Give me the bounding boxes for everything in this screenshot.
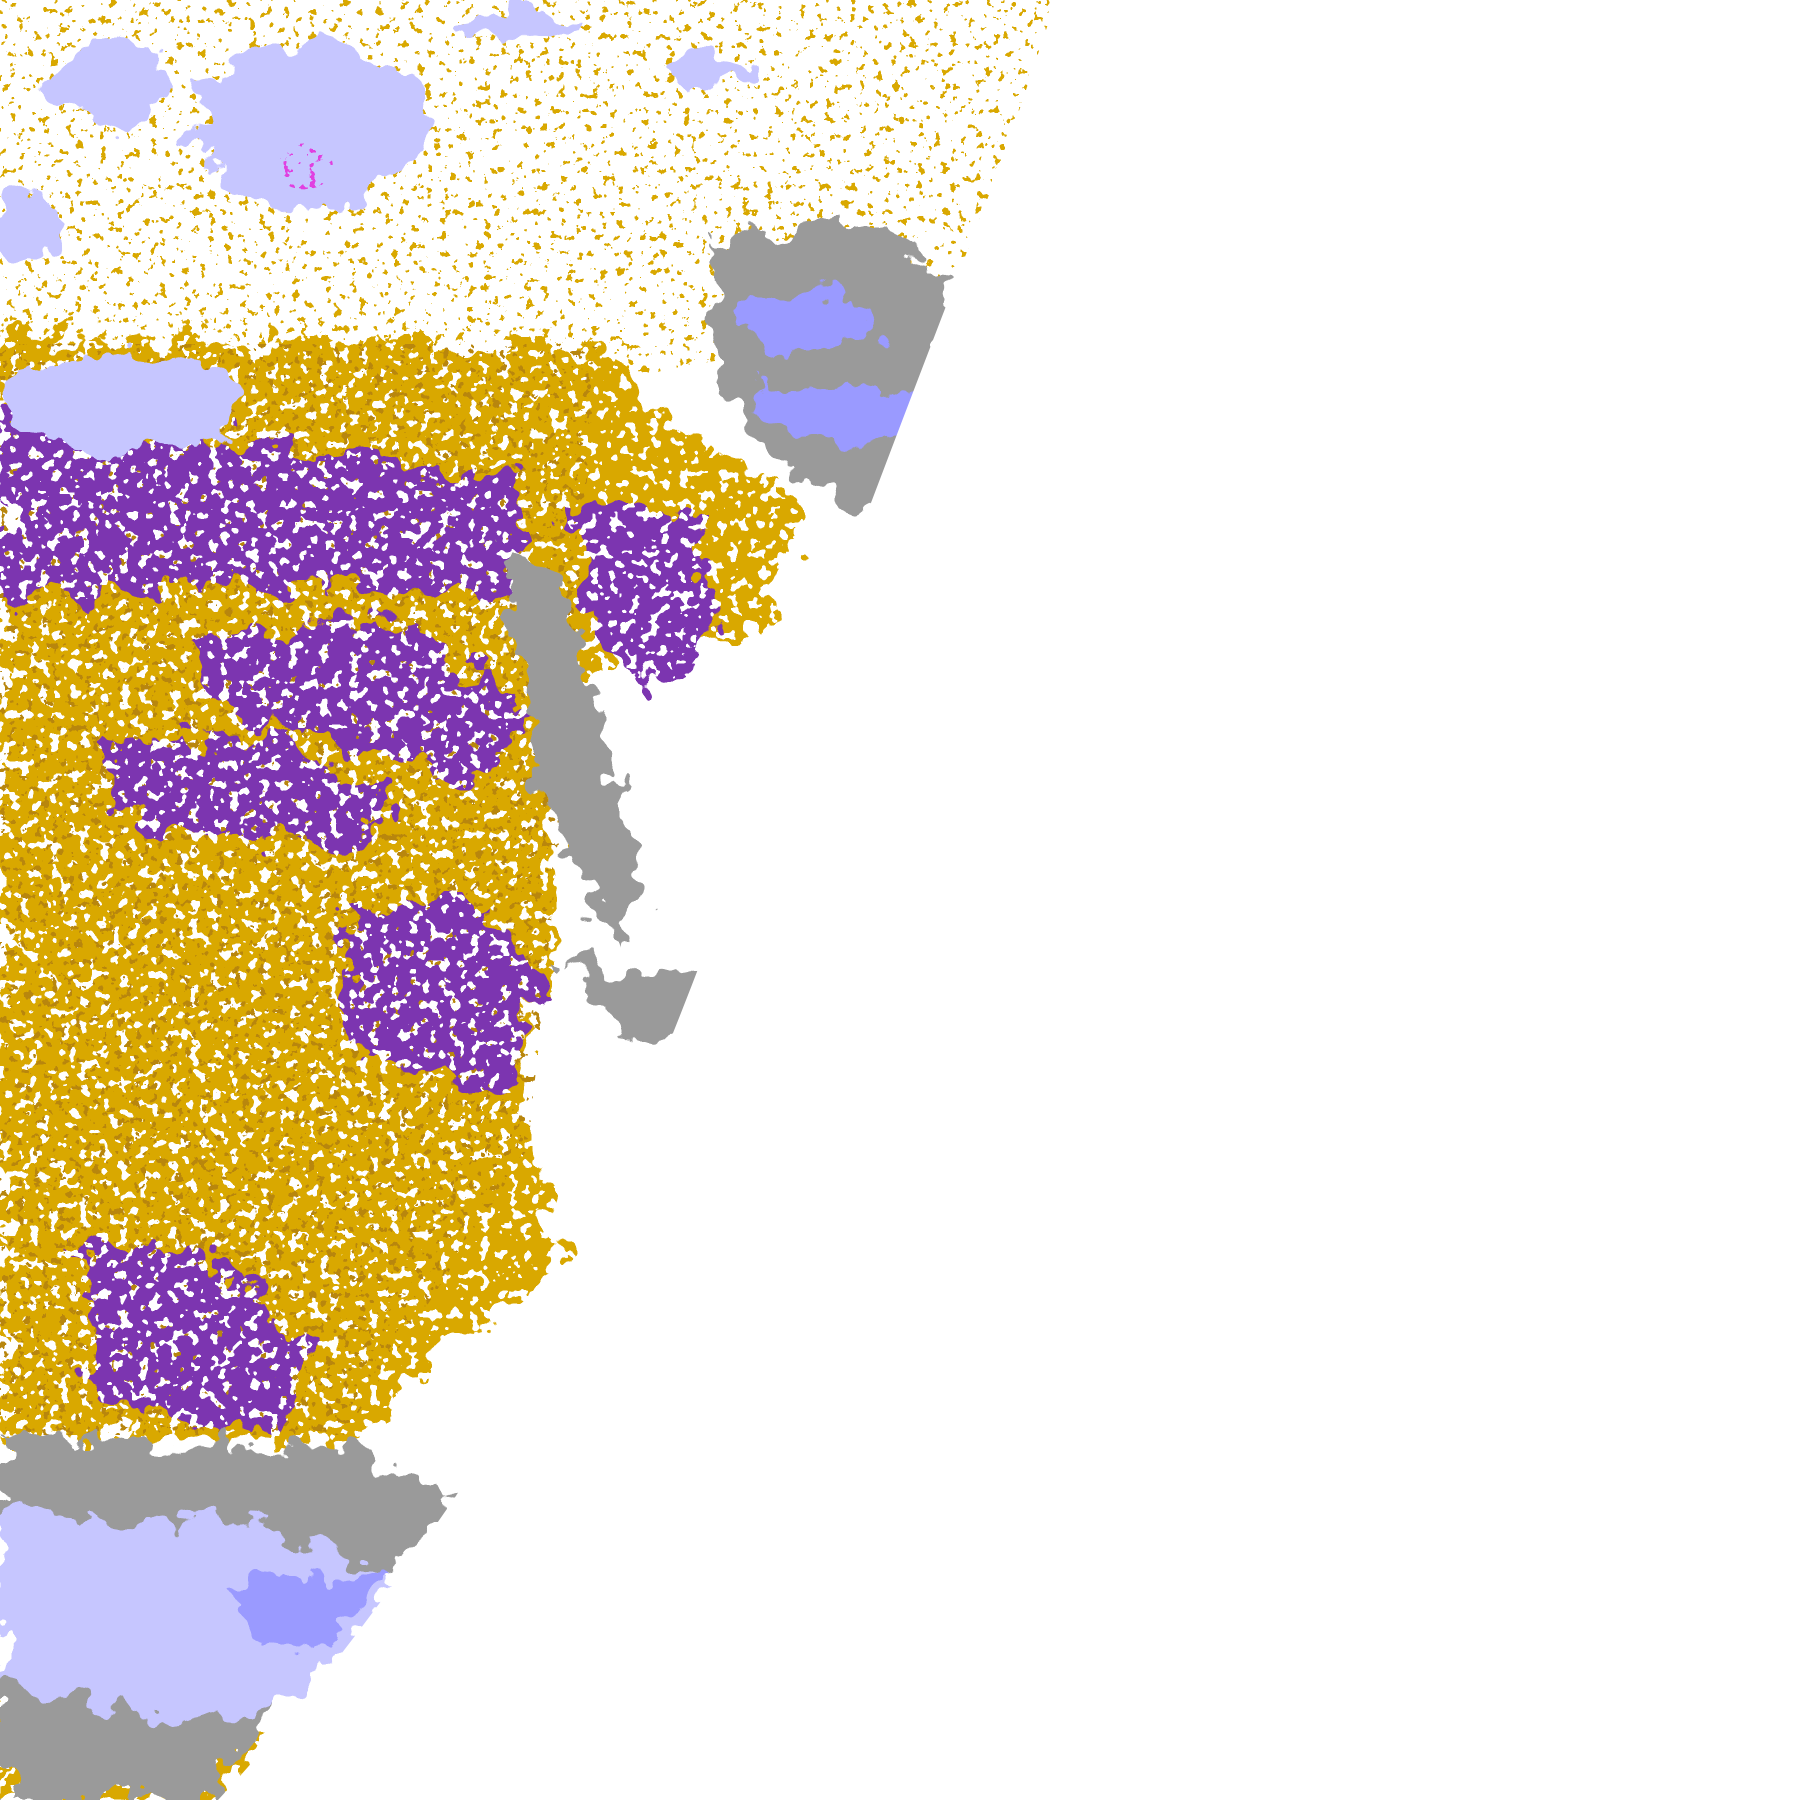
cloud-region-gold-dark (0, 344, 597, 1435)
lavender-cloud-6 (665, 55, 758, 83)
lavender-south (0, 1515, 402, 1722)
grey-coastal-strip (505, 551, 643, 941)
cloud-region-purple (0, 413, 712, 1435)
magenta-cell (275, 143, 333, 190)
purple-speckle-offshore (563, 505, 712, 700)
purple-band-north (0, 413, 528, 597)
purple-band-south (80, 1240, 310, 1435)
periwinkle-cloud-ne (734, 292, 873, 351)
lavender-cloud-3 (11, 350, 242, 454)
periwinkle-south (230, 1573, 390, 1653)
lavender-cloud-1 (51, 45, 167, 127)
grey-southeast-patch (563, 964, 712, 1045)
purple-band-central (195, 620, 540, 781)
purple-band-east (333, 895, 540, 1091)
grey-northeast (712, 218, 953, 517)
lavender-cloud-2 (195, 45, 425, 207)
cloud-region-lavender (0, 5, 930, 1722)
cloud-region-magenta (275, 143, 333, 190)
periwinkle-northeast (746, 379, 930, 448)
lavender-cloud-5 (447, 5, 586, 41)
purple-band-mid (103, 735, 390, 850)
gold-dark-texture (0, 344, 597, 1435)
lavender-cloud-4 (0, 195, 64, 253)
earth-disk-edge (218, 0, 1800, 1800)
